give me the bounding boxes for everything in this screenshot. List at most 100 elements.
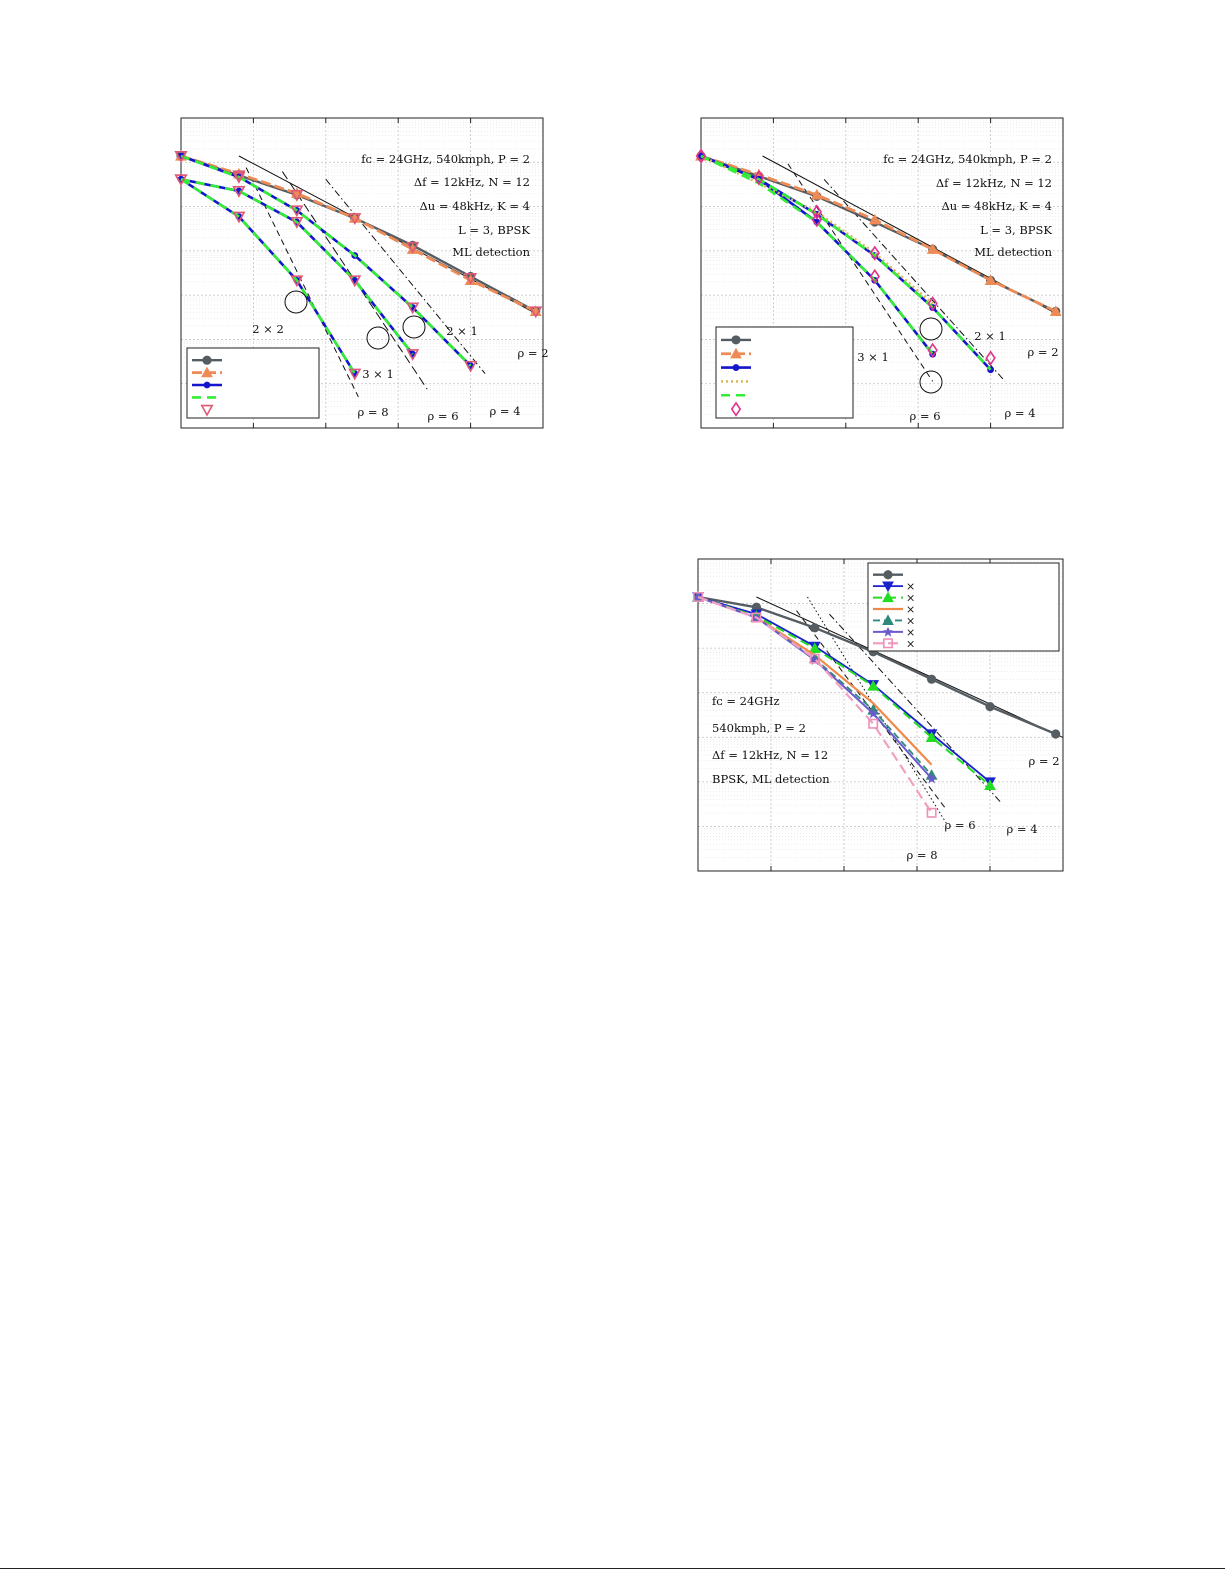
slope-label: ρ = 4 bbox=[1006, 822, 1037, 836]
data-point bbox=[810, 188, 823, 200]
slope-label: ρ = 2 bbox=[517, 346, 548, 360]
data-point bbox=[692, 591, 703, 602]
series-line bbox=[180, 154, 472, 367]
legend-marker bbox=[882, 591, 894, 603]
data-point bbox=[464, 360, 478, 373]
data-point bbox=[290, 275, 304, 288]
annotation-text: ML detection bbox=[974, 245, 1052, 259]
data-point bbox=[869, 268, 880, 285]
data-point bbox=[925, 731, 938, 743]
data-point bbox=[232, 185, 246, 198]
slope-label: ρ = 6 bbox=[944, 818, 975, 832]
data-point bbox=[926, 773, 937, 784]
series-line bbox=[700, 154, 934, 356]
data-point bbox=[348, 368, 362, 381]
data-point bbox=[808, 642, 821, 653]
slope-label: ρ = 2 bbox=[1028, 754, 1059, 768]
data-point bbox=[811, 212, 823, 228]
series-line bbox=[180, 178, 414, 356]
grid bbox=[181, 117, 543, 428]
legend-entry: × bbox=[906, 626, 915, 639]
data-point bbox=[1051, 729, 1061, 739]
series-line bbox=[697, 596, 991, 783]
data-point bbox=[810, 623, 820, 633]
slope-label: ρ = 6 bbox=[909, 409, 940, 423]
slope-line bbox=[756, 596, 1064, 738]
series-6 bbox=[180, 154, 472, 367]
data-point bbox=[926, 807, 937, 818]
config-label: 2 × 1 bbox=[974, 329, 1006, 343]
legend-entry: × bbox=[906, 614, 915, 627]
chart-panel-2: fᴄ = 24GHz, 540kmph, P = 2 Δf = 12kHz, N … bbox=[695, 117, 1064, 429]
annotation-text: Δf = 12kHz, N = 12 bbox=[936, 176, 1052, 190]
slope-label: ρ = 2 bbox=[1027, 345, 1058, 359]
series-5 bbox=[700, 154, 934, 305]
legend-marker bbox=[730, 347, 742, 359]
legend bbox=[715, 326, 854, 419]
series-line bbox=[700, 154, 934, 356]
chart-panel-1: fᴄ = 24GHz, 540kmph, P = 2 Δf = 12kHz, N … bbox=[174, 117, 549, 429]
annotation-text: Δf = 12kHz, N = 12 bbox=[712, 748, 828, 762]
data-point bbox=[290, 217, 304, 229]
data-point bbox=[985, 350, 996, 366]
data-point bbox=[867, 680, 880, 691]
config-label: 2 × 2 bbox=[252, 322, 284, 336]
series-10 bbox=[174, 151, 478, 373]
data-point bbox=[695, 148, 707, 164]
legend-marker bbox=[882, 581, 894, 593]
data-point bbox=[348, 275, 362, 288]
config-circle bbox=[919, 317, 943, 341]
data-point bbox=[751, 612, 762, 623]
data-point bbox=[985, 701, 995, 712]
data-point bbox=[406, 349, 420, 362]
slope-line bbox=[325, 178, 486, 374]
data-point bbox=[232, 211, 246, 224]
data-point bbox=[984, 274, 997, 285]
slope-label: ρ = 8 bbox=[357, 405, 388, 419]
legend-entry: × bbox=[906, 580, 915, 593]
legend-marker bbox=[882, 626, 894, 637]
plot-frame bbox=[697, 558, 1064, 872]
data-point bbox=[926, 243, 939, 254]
legend-marker bbox=[883, 570, 893, 580]
legend-box bbox=[867, 562, 1060, 652]
config-circle bbox=[366, 326, 390, 350]
legend-marker bbox=[203, 381, 211, 389]
legend-entry: × bbox=[906, 603, 915, 616]
data-point bbox=[348, 213, 362, 226]
data-point bbox=[290, 189, 304, 202]
config-label: 3 × 1 bbox=[362, 367, 394, 381]
data-point bbox=[927, 342, 938, 358]
page-bottom-rule bbox=[0, 1568, 1225, 1569]
data-point bbox=[869, 245, 880, 261]
series-12 bbox=[174, 174, 362, 381]
annotation-text: Δu = 48kHz, K = 4 bbox=[941, 199, 1052, 213]
data-point bbox=[529, 306, 543, 319]
slope-line bbox=[787, 163, 934, 382]
series-line bbox=[697, 596, 991, 787]
legend-marker bbox=[201, 366, 213, 378]
plot-frame bbox=[180, 117, 544, 429]
config-circle bbox=[919, 370, 943, 394]
data-point bbox=[406, 241, 420, 254]
annotation-text: fᴄ = 24GHz, 540kmph, P = 2 bbox=[883, 152, 1052, 166]
legend-marker bbox=[731, 335, 741, 345]
config-label: 2 × 1 bbox=[446, 324, 478, 338]
slope-line bbox=[829, 613, 1002, 803]
series-line bbox=[700, 154, 934, 305]
data-point bbox=[1049, 305, 1062, 317]
data-point bbox=[464, 273, 478, 285]
annotation-text: fᴄ = 24GHz, 540kmph, P = 2 bbox=[361, 152, 530, 166]
slope-label: ρ = 6 bbox=[427, 409, 458, 423]
legend-entry: × bbox=[906, 637, 915, 650]
data-point bbox=[811, 204, 823, 220]
series-7 bbox=[700, 154, 934, 356]
legend-marker bbox=[882, 638, 893, 649]
config-circle bbox=[402, 315, 426, 339]
annotation-text: ML detection bbox=[452, 245, 530, 259]
series-line bbox=[700, 154, 992, 371]
series-8 bbox=[180, 178, 356, 375]
data-point bbox=[290, 205, 304, 218]
slope-label: ρ = 4 bbox=[489, 404, 520, 418]
